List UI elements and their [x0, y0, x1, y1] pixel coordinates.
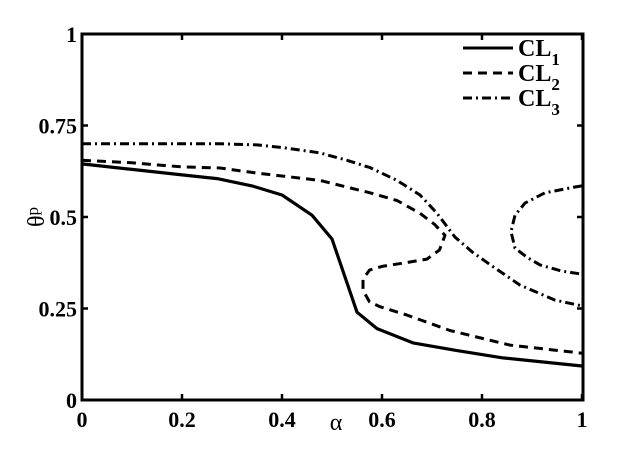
svg-text:θp: θp	[23, 207, 50, 227]
data-curves	[81, 142, 583, 368]
y-tick-label: 0.75	[39, 114, 78, 139]
y-tick-label: 1	[66, 22, 77, 47]
x-tick-label: 0.2	[168, 407, 196, 432]
x-tick-label: 0	[77, 407, 88, 432]
y-axis-label-main: θ	[24, 216, 50, 228]
x-tick-label: 0.6	[368, 407, 396, 432]
series-cl3-branch-1	[509, 184, 583, 276]
x-axis-ticks: 0 0.2 0.4 0.6 0.8 1	[77, 34, 588, 432]
y-tick-label: 0.5	[50, 205, 78, 230]
legend-label-cl3: CL3	[518, 86, 560, 119]
y-axis-ticks: 0 0.25 0.5 0.75 1	[39, 22, 583, 413]
x-tick-label: 0.8	[468, 407, 496, 432]
legend-label-cl1: CL1	[518, 36, 560, 69]
series-cl3-branch-0	[82, 142, 583, 308]
series-cl1-branch-0	[81, 162, 583, 368]
x-tick-label: 0.4	[268, 407, 296, 432]
legend-label-cl2: CL2	[518, 61, 560, 94]
y-tick-label: 0.25	[39, 297, 78, 322]
y-axis-label: θp	[23, 207, 50, 227]
series-cl2-branch-0	[81, 158, 583, 355]
x-tick-label: 1	[577, 407, 588, 432]
y-tick-label: 0	[66, 388, 77, 413]
y-axis-label-sub: p	[23, 207, 42, 216]
x-axis-label: α	[330, 410, 343, 436]
